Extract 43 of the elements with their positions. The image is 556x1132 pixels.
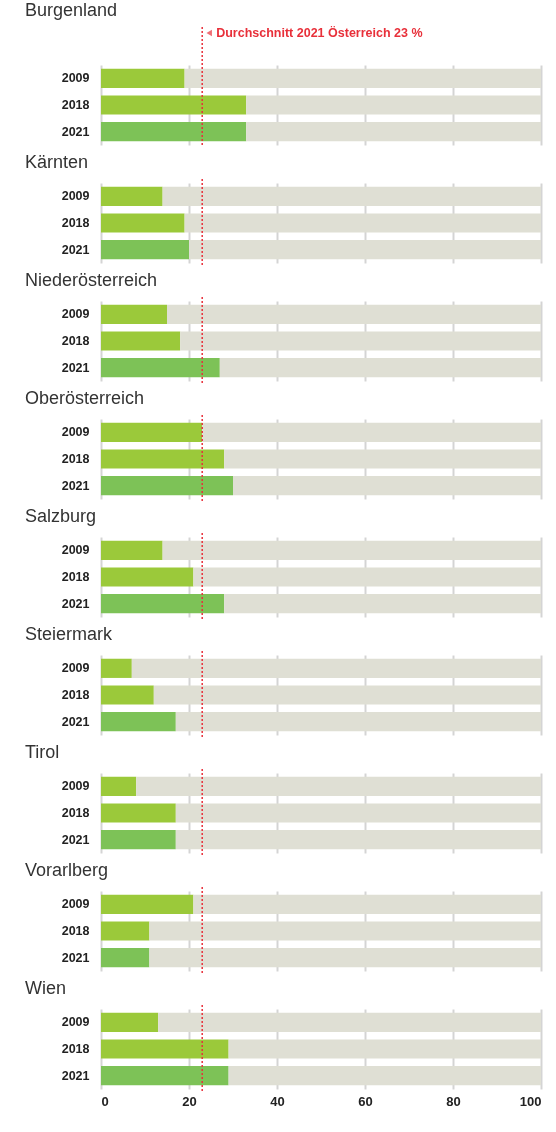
chart-title: Steiermark — [25, 624, 114, 645]
chart-title: Vorarlberg — [25, 860, 109, 881]
y-tick-label: 2018 — [61, 688, 90, 702]
y-tick-label: 2009 — [61, 307, 90, 322]
y-tick-label: 2009 — [61, 661, 90, 676]
chart-title: Niederösterreich — [25, 270, 158, 291]
y-tick-label: 2009 — [61, 779, 90, 794]
y-tick-label: 2018 — [61, 452, 90, 466]
x-tick-label: 0 — [101, 1093, 109, 1109]
y-tick-label: 2009 — [61, 543, 90, 558]
chart-title: Tirol — [25, 742, 60, 763]
y-tick-label: 2021 — [61, 832, 90, 847]
y-tick-label: 2018 — [61, 924, 90, 938]
y-tick-label: 2009 — [61, 1015, 90, 1030]
y-tick-label: 2009 — [61, 189, 90, 204]
x-tick-label: 20 — [182, 1093, 197, 1109]
y-tick-label: 2018 — [61, 570, 90, 584]
chart-title: Kärnten — [25, 152, 89, 173]
x-tick-label: 100 — [519, 1093, 542, 1109]
y-tick-label: 2021 — [61, 1068, 90, 1083]
y-tick-label: 2021 — [61, 124, 90, 139]
x-tick-label: 60 — [358, 1093, 373, 1109]
y-tick-label: 2009 — [61, 71, 90, 86]
y-tick-label: 2009 — [61, 425, 90, 440]
x-tick-label: 40 — [270, 1093, 285, 1109]
y-tick-label: 2021 — [61, 714, 90, 729]
chart-title: Salzburg — [25, 506, 97, 527]
y-tick-label: 2021 — [61, 242, 90, 257]
y-tick-label: 2018 — [61, 98, 90, 112]
ref-line-label: Durchschnitt 2021 Österreich 23 % — [216, 25, 423, 40]
y-tick-label: 2018 — [61, 334, 90, 348]
x-tick-label: 80 — [446, 1093, 461, 1109]
y-tick-label: 2021 — [61, 596, 90, 611]
y-tick-label: 2021 — [61, 478, 90, 493]
chart-title: Wien — [25, 978, 67, 999]
y-tick-label: 2018 — [61, 1042, 90, 1056]
y-tick-label: 2021 — [61, 360, 90, 375]
y-tick-label: 2018 — [61, 806, 90, 820]
chart-title: Burgenland — [25, 0, 118, 21]
y-tick-label: 2021 — [61, 950, 90, 965]
y-tick-label: 2009 — [61, 897, 90, 912]
y-tick-label: 2018 — [61, 216, 90, 230]
chart-title: Oberösterreich — [25, 388, 145, 409]
